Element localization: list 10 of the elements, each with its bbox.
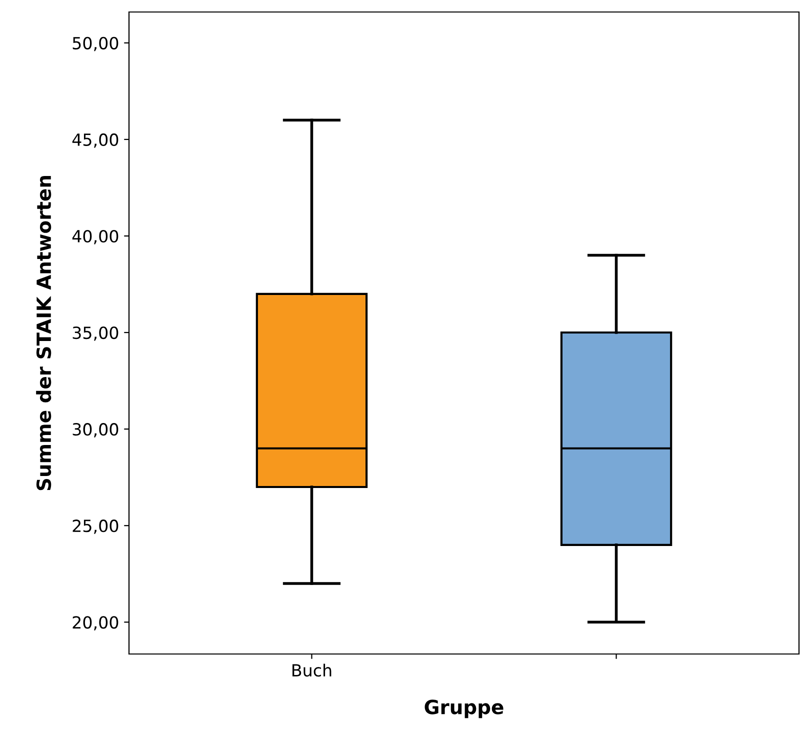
y-tick-label: 20,00 xyxy=(72,616,118,630)
y-axis-title: Summe der STAIK Antworten xyxy=(36,176,52,490)
y-tick-label: 30,00 xyxy=(72,423,118,438)
x-tick-label: Buch xyxy=(292,664,332,677)
y-tick-label: 40,00 xyxy=(72,230,118,244)
y-tick-label: 25,00 xyxy=(72,520,118,534)
x-axis-title: Gruppe xyxy=(424,700,504,718)
y-tick-label: 45,00 xyxy=(72,133,118,148)
y-tick-label: 35,00 xyxy=(72,326,118,341)
y-tick-label: 50,00 xyxy=(72,36,118,52)
